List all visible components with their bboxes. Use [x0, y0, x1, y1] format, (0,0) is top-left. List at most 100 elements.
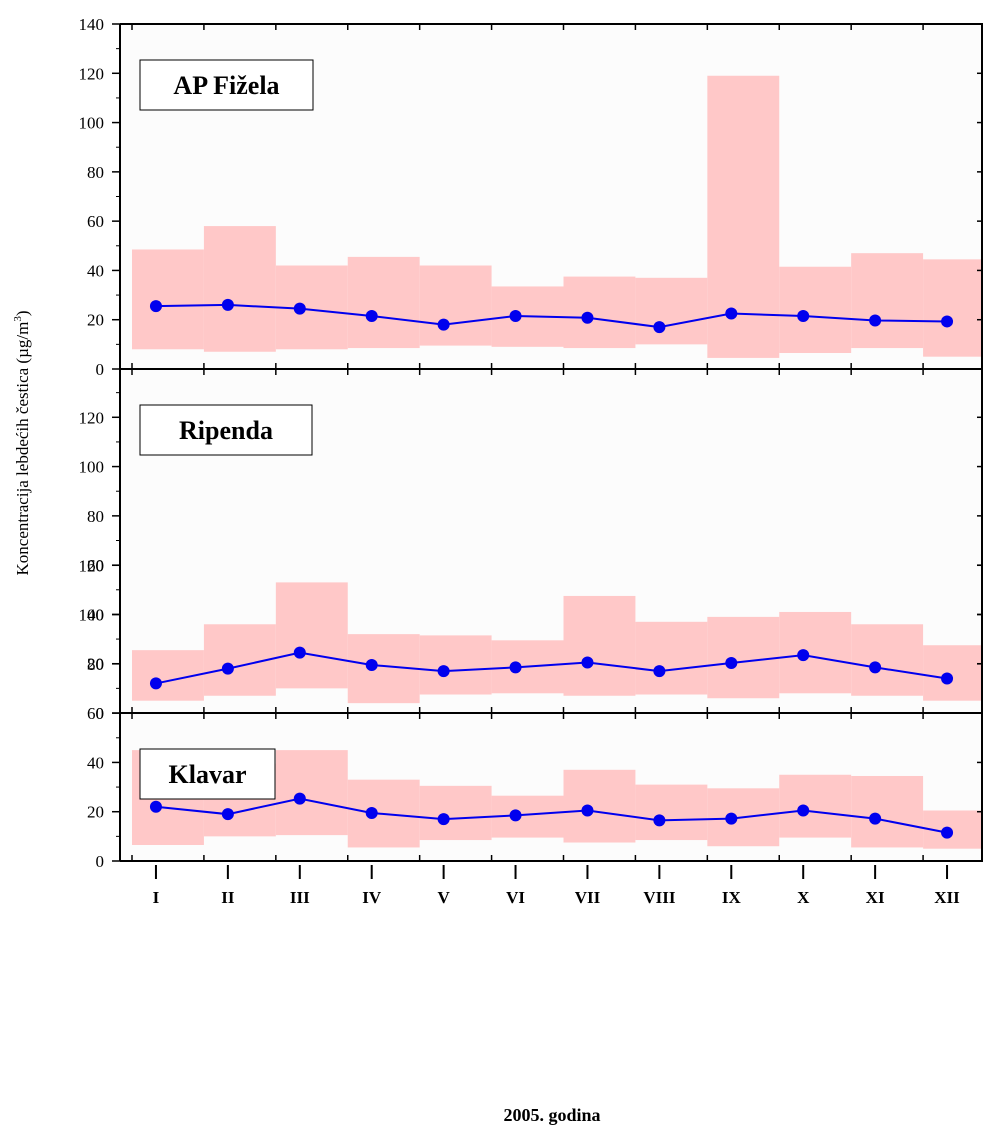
panel-1-ytick-label-20: 20 — [87, 311, 104, 330]
month-label-IX: IX — [722, 888, 742, 907]
panel-2-range-VIII — [635, 621, 708, 695]
panel-2-range-X — [779, 611, 852, 694]
panel-2-mean-point-X — [797, 649, 810, 662]
panel-2-mean-point-V — [437, 665, 450, 678]
panel-3-mean-point-VIII — [653, 814, 666, 827]
panel-1-mean-line — [155, 303, 948, 329]
month-label-XI: XI — [866, 888, 885, 907]
panel-3-mean-point-X — [797, 804, 810, 817]
month-label-III: III — [290, 888, 310, 907]
panel-1-ytick-label-80: 80 — [87, 163, 104, 182]
panel-1-range-X — [779, 266, 852, 353]
y-axis-title-sup: 3 — [12, 316, 24, 322]
panel-1-ytick-label-100: 100 — [79, 114, 105, 133]
panel-3-range-VIII — [635, 784, 708, 841]
panel-2-range-V — [419, 635, 492, 695]
panel-1-mean-point-X — [797, 310, 810, 323]
panel-3-ytick-label-100: 100 — [79, 606, 105, 625]
month-label-IV: IV — [362, 888, 382, 907]
panel-2-ytick-label-20: 20 — [87, 655, 104, 674]
panel-3-range-V — [419, 785, 492, 841]
month-label-XII: XII — [934, 888, 960, 907]
panel-1-mean-point-XII — [941, 315, 954, 328]
panel-2-mean-point-II — [221, 662, 234, 675]
panel-1-range-XII — [923, 259, 983, 357]
panel-3-range-VII — [563, 769, 636, 843]
panel-3-ytick-label-120: 120 — [79, 556, 105, 575]
month-label-II: II — [221, 888, 235, 907]
panel-1-ytick-label-0: 0 — [96, 360, 105, 379]
panel-3-ytick-label-80: 80 — [87, 655, 104, 674]
panel-1-mean-point-I — [149, 300, 162, 313]
panel-2-mean-point-XI — [869, 661, 882, 674]
panel-1-mean-point-II — [221, 298, 234, 311]
panel-3-title: Klavar — [169, 760, 247, 789]
panel-2-ytick-label-40: 40 — [87, 605, 104, 624]
panel-3-title-box — [139, 748, 276, 800]
panel-3-mean-point-XII — [941, 826, 954, 839]
labels: 0 20 40 60 80 100 120 140 AP Fižela 0 20 40 60 80 100 1… — [79, 15, 961, 907]
panel-2-mean-point-XII — [941, 672, 954, 685]
panel-3-mean-point-VII — [581, 804, 594, 817]
panel-2-mean-point-VII — [581, 656, 594, 669]
range-bands — [132, 75, 983, 849]
panel-3-mean-point-VI — [509, 809, 522, 822]
panel-2-range-VII — [563, 595, 636, 696]
panel-1-title-box — [139, 59, 314, 111]
panel-1-mean-point-VI — [509, 310, 522, 323]
x-axis-title: 2005. godina — [503, 1105, 600, 1125]
panel-3-mean-point-IV — [365, 806, 378, 819]
panel-3-range-XI — [851, 775, 924, 848]
panel-2-ytick-label-80: 80 — [87, 507, 104, 526]
panel-3-ytick-label-60: 60 — [87, 704, 104, 723]
panel-3-ytick-label-0: 0 — [96, 852, 105, 871]
mean-series — [149, 298, 954, 839]
panel-2-ytick-label-120: 120 — [79, 408, 105, 427]
panel-1-mean-point-III — [293, 302, 306, 315]
panel-1-range-VII — [563, 276, 636, 349]
y-axis-title-close: ) — [13, 311, 32, 317]
month-label-VI: VI — [506, 888, 525, 907]
panel-3-range-X — [779, 774, 852, 838]
panel-1-range-XI — [851, 253, 924, 349]
panel-2-mean-point-IV — [365, 658, 378, 671]
panel-1-range-V — [419, 265, 492, 346]
panel-2-range-III — [275, 582, 348, 689]
axes — [112, 23, 983, 879]
month-label-VII: VII — [575, 888, 601, 907]
panel-1-mean-point-VIII — [653, 321, 666, 334]
panel-1-range-IV — [347, 256, 420, 349]
panel-2-mean-point-VIII — [653, 665, 666, 678]
panel-2-range-XI — [851, 624, 924, 696]
panel-3-ytick-label-20: 20 — [87, 803, 104, 822]
panel-3-mean-line — [155, 797, 948, 834]
panel-1-ytick-label-140: 140 — [79, 15, 105, 34]
panel-2-mean-point-VI — [509, 661, 522, 674]
panel-2-title: Ripenda — [179, 416, 273, 445]
panel-2-ytick-label-60: 60 — [87, 556, 104, 575]
panel-1-mean-point-XI — [869, 314, 882, 327]
panel-3-mean-point-II — [221, 808, 234, 821]
panel-1-mean-point-VII — [581, 311, 594, 324]
panel-3-mean-point-I — [149, 800, 162, 813]
panel-1-range-IX — [707, 75, 780, 358]
month-label-X: X — [797, 888, 810, 907]
panel-3-mean-point-IX — [725, 812, 738, 825]
panel-1-ytick-label-40: 40 — [87, 261, 104, 280]
month-label-V: V — [437, 888, 450, 907]
panel-3-range-III — [275, 750, 348, 836]
panel-2-mean-line — [155, 651, 948, 685]
panel-1-mean-point-V — [437, 318, 450, 331]
panel-1-ytick-label-120: 120 — [79, 64, 105, 83]
panel-3-ytick-label-40: 40 — [87, 753, 104, 772]
y-axis-title: Koncentracija lebdećih čestica (µg/m3) — [12, 311, 32, 576]
panel-1-mean-point-IX — [725, 307, 738, 320]
panel-2-range-IX — [707, 616, 780, 699]
panel-2-mean-point-IX — [725, 656, 738, 669]
panel-1-range-II — [203, 226, 276, 352]
panel-3-mean-point-III — [293, 792, 306, 805]
panel-2-ytick-label-0: 0 — [96, 704, 105, 723]
panel-2-mean-point-I — [149, 677, 162, 690]
